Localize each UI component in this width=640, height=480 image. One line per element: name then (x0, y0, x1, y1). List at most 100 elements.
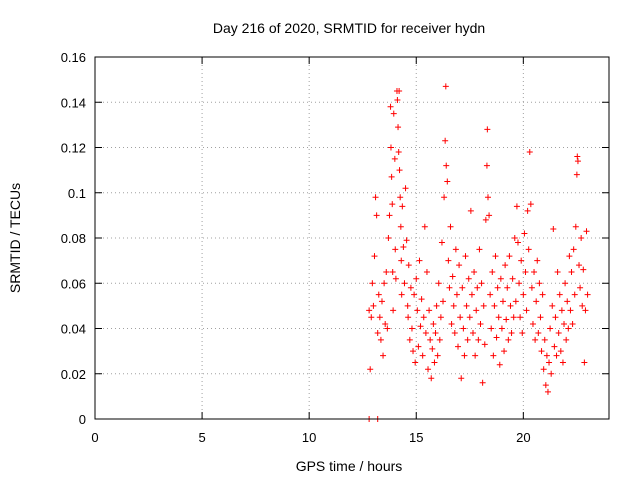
data-point (561, 320, 568, 327)
data-point (381, 280, 388, 287)
y-tick-label: 0 (79, 412, 86, 427)
data-point (577, 284, 584, 291)
data-point (370, 302, 377, 309)
data-point (452, 246, 459, 253)
y-tick-label: 0.08 (61, 231, 86, 246)
data-point (524, 207, 531, 214)
data-point (374, 330, 381, 337)
data-point (408, 325, 415, 332)
data-point (498, 325, 505, 332)
data-point (509, 275, 516, 282)
data-point (541, 336, 548, 343)
data-point (418, 296, 425, 303)
data-point (411, 291, 418, 298)
data-point (432, 330, 439, 337)
data-point (474, 284, 481, 291)
data-point (582, 307, 589, 314)
data-point (521, 230, 528, 237)
data-point (544, 388, 551, 395)
grid (95, 57, 609, 419)
data-point (455, 343, 462, 350)
data-point (517, 314, 524, 321)
data-point (518, 257, 525, 264)
data-point (496, 361, 503, 368)
data-point (436, 336, 443, 343)
data-point (484, 194, 491, 201)
data-point (552, 314, 559, 321)
data-point (486, 212, 493, 219)
data-point (405, 314, 412, 321)
data-point (501, 348, 508, 355)
data-point (489, 268, 496, 275)
data-point (477, 320, 484, 327)
data-point (519, 330, 526, 337)
data-point (441, 194, 448, 201)
data-point (503, 316, 510, 323)
data-point (382, 320, 389, 327)
data-point (462, 253, 469, 260)
data-point (578, 235, 585, 241)
data-point (559, 359, 566, 366)
data-point (398, 291, 405, 298)
data-point (475, 336, 482, 343)
data-point (584, 291, 591, 298)
data-point (564, 298, 571, 305)
data-point (495, 314, 502, 321)
data-point (484, 126, 491, 133)
data-point (406, 336, 413, 343)
data-point (547, 325, 554, 332)
data-point (569, 320, 576, 327)
data-point (450, 302, 457, 309)
data-point (428, 375, 435, 382)
data-point (499, 298, 506, 305)
data-point (396, 167, 403, 174)
data-point (399, 203, 406, 210)
data-point (398, 257, 405, 264)
data-point (522, 268, 529, 275)
data-point (563, 336, 570, 343)
data-point (389, 268, 396, 275)
data-point (473, 307, 480, 314)
data-point (368, 314, 375, 321)
x-tick-label: 15 (409, 430, 423, 445)
data-point (574, 158, 581, 165)
data-point (482, 216, 489, 223)
y-tick-label: 0.06 (61, 276, 86, 291)
data-point (430, 320, 437, 327)
data-point (507, 302, 514, 309)
y-tick-label: 0.14 (61, 95, 86, 110)
data-point (435, 280, 442, 287)
data-point (470, 330, 477, 337)
data-point (412, 359, 419, 366)
data-point (476, 246, 483, 253)
x-tick-label: 20 (516, 430, 530, 445)
data-point (371, 253, 378, 260)
y-axis-label: SRMTID / TECUs (7, 183, 23, 293)
data-point (570, 246, 577, 253)
data-point (497, 275, 504, 282)
data-point (419, 352, 426, 359)
data-points (366, 83, 591, 422)
data-point (478, 280, 485, 287)
data-point (423, 268, 430, 275)
data-point (386, 212, 393, 219)
x-tick-label: 0 (91, 430, 98, 445)
data-point (392, 246, 399, 253)
data-point (511, 235, 518, 241)
data-point (538, 348, 545, 355)
data-point (375, 291, 382, 298)
data-point (471, 268, 478, 275)
data-point (579, 302, 586, 309)
data-point (574, 153, 581, 160)
data-point (527, 201, 534, 208)
data-point (401, 280, 408, 287)
data-point (556, 291, 563, 298)
data-point (557, 348, 564, 355)
data-point (404, 302, 411, 309)
data-point (562, 280, 569, 287)
data-point (464, 336, 471, 343)
data-point (536, 280, 543, 287)
data-point (494, 284, 501, 291)
data-point (526, 149, 533, 156)
